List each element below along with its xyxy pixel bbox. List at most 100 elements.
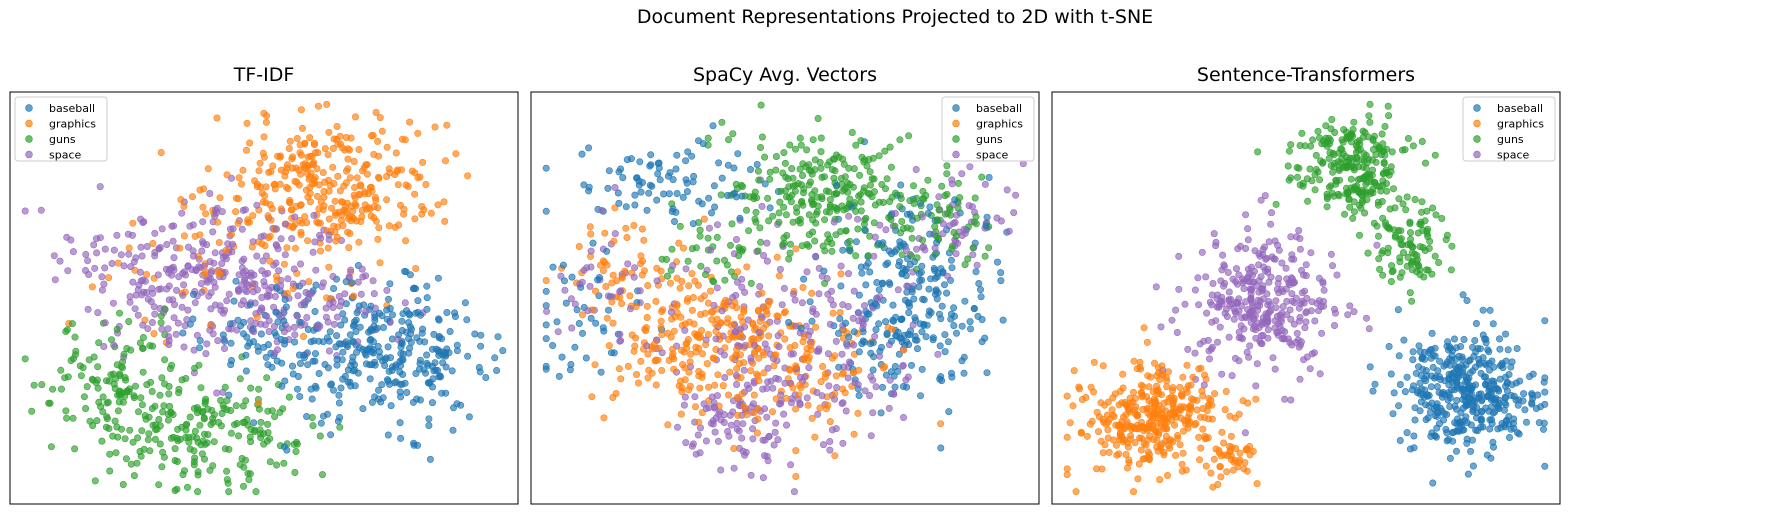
point-space bbox=[673, 423, 681, 431]
point-baseball bbox=[1459, 291, 1467, 299]
point-graphics bbox=[670, 327, 678, 335]
point-baseball bbox=[891, 383, 899, 391]
point-guns bbox=[934, 217, 942, 225]
point-graphics bbox=[277, 205, 285, 213]
point-space bbox=[702, 437, 710, 445]
point-graphics bbox=[689, 293, 697, 301]
point-guns bbox=[273, 461, 281, 469]
point-guns bbox=[1349, 214, 1357, 222]
point-guns bbox=[1341, 210, 1349, 218]
point-space bbox=[1346, 302, 1354, 310]
point-baseball bbox=[1504, 346, 1512, 354]
point-guns bbox=[157, 319, 165, 327]
point-space bbox=[1271, 317, 1279, 325]
point-space bbox=[198, 247, 206, 255]
point-graphics bbox=[695, 418, 703, 426]
point-space bbox=[682, 265, 690, 273]
point-guns bbox=[1398, 269, 1406, 277]
point-space bbox=[1217, 277, 1225, 285]
point-space bbox=[1202, 273, 1210, 281]
point-space bbox=[199, 218, 207, 226]
points-layer bbox=[1063, 100, 1549, 496]
point-space bbox=[257, 320, 265, 328]
point-guns bbox=[924, 176, 932, 184]
point-baseball bbox=[439, 351, 447, 359]
point-graphics bbox=[304, 153, 312, 161]
point-graphics bbox=[332, 209, 340, 217]
point-baseball bbox=[1482, 381, 1490, 389]
point-baseball bbox=[615, 168, 623, 176]
point-graphics bbox=[733, 268, 741, 276]
point-graphics bbox=[805, 353, 813, 361]
point-graphics bbox=[1160, 451, 1168, 459]
point-space bbox=[1315, 297, 1323, 305]
point-baseball bbox=[643, 206, 651, 214]
point-guns bbox=[71, 445, 79, 453]
point-graphics bbox=[361, 201, 369, 209]
point-baseball bbox=[360, 301, 368, 309]
point-space bbox=[1318, 329, 1326, 337]
point-space bbox=[143, 243, 151, 251]
point-guns bbox=[875, 198, 883, 206]
point-space bbox=[1175, 252, 1183, 260]
point-space bbox=[681, 326, 689, 334]
point-space bbox=[1234, 245, 1242, 253]
point-space bbox=[721, 373, 729, 381]
point-guns bbox=[178, 376, 186, 384]
point-baseball bbox=[237, 322, 245, 330]
point-baseball bbox=[1445, 374, 1453, 382]
point-guns bbox=[1332, 176, 1340, 184]
point-baseball bbox=[1396, 436, 1404, 444]
point-graphics bbox=[350, 158, 358, 166]
point-space bbox=[845, 358, 853, 366]
point-space bbox=[262, 252, 270, 260]
point-guns bbox=[130, 472, 138, 480]
point-graphics bbox=[609, 393, 617, 401]
point-space bbox=[302, 297, 310, 305]
point-graphics bbox=[668, 345, 676, 353]
point-baseball bbox=[1499, 364, 1507, 372]
point-guns bbox=[870, 188, 878, 196]
point-space bbox=[667, 308, 675, 316]
point-baseball bbox=[464, 352, 472, 360]
point-graphics bbox=[789, 384, 797, 392]
point-baseball bbox=[841, 319, 849, 327]
point-graphics bbox=[1215, 446, 1223, 454]
point-graphics bbox=[1163, 383, 1171, 391]
point-guns bbox=[182, 426, 190, 434]
point-space bbox=[1235, 357, 1243, 365]
point-baseball bbox=[1434, 367, 1442, 375]
point-baseball bbox=[242, 351, 250, 359]
point-space bbox=[781, 379, 789, 387]
point-graphics bbox=[766, 297, 774, 305]
point-graphics bbox=[114, 259, 122, 267]
point-guns bbox=[114, 407, 122, 415]
point-graphics bbox=[735, 360, 743, 368]
point-guns bbox=[883, 175, 891, 183]
point-baseball bbox=[399, 370, 407, 378]
point-space bbox=[861, 387, 869, 395]
point-graphics bbox=[650, 340, 658, 348]
point-graphics bbox=[1187, 401, 1195, 409]
point-baseball bbox=[329, 386, 337, 394]
point-guns bbox=[931, 223, 939, 231]
point-space bbox=[120, 262, 128, 270]
point-guns bbox=[71, 333, 79, 341]
point-baseball bbox=[384, 377, 392, 385]
point-graphics bbox=[249, 212, 257, 220]
point-baseball bbox=[330, 284, 338, 292]
point-graphics bbox=[406, 118, 414, 126]
point-graphics bbox=[888, 325, 896, 333]
point-space bbox=[658, 349, 666, 357]
point-baseball bbox=[619, 174, 627, 182]
point-space bbox=[830, 218, 838, 226]
point-guns bbox=[62, 327, 70, 335]
point-graphics bbox=[297, 231, 305, 239]
point-baseball bbox=[906, 331, 914, 339]
point-graphics bbox=[698, 350, 706, 358]
point-space bbox=[401, 299, 409, 307]
point-baseball bbox=[587, 314, 595, 322]
point-space bbox=[732, 236, 740, 244]
legend-marker-space bbox=[1473, 150, 1481, 159]
point-baseball bbox=[867, 349, 875, 357]
